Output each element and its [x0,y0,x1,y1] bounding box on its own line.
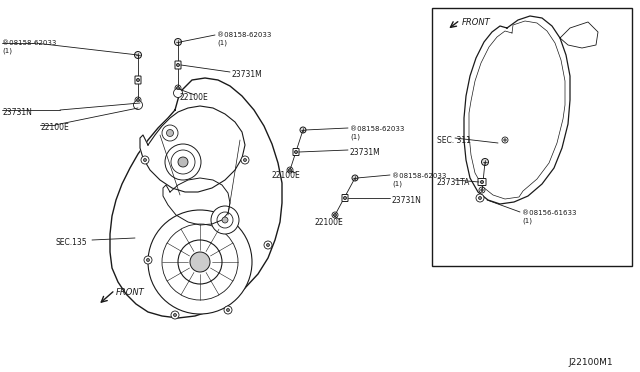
Polygon shape [110,78,282,318]
Text: ®08158-62033
(1): ®08158-62033 (1) [350,126,404,140]
Circle shape [148,210,252,314]
Polygon shape [464,16,570,204]
Text: ®08156-61633
(1): ®08156-61633 (1) [522,210,577,224]
Circle shape [502,137,508,143]
FancyBboxPatch shape [293,148,299,155]
Circle shape [266,244,269,247]
Circle shape [481,180,483,183]
Circle shape [211,206,239,234]
Circle shape [479,187,485,193]
Circle shape [171,311,179,319]
Circle shape [165,144,201,180]
Circle shape [289,169,291,171]
Text: 22100E: 22100E [180,93,209,102]
Circle shape [162,224,238,300]
Text: 23731M: 23731M [350,148,381,157]
Text: SEC.135: SEC.135 [55,238,86,247]
Circle shape [162,125,178,141]
Text: ®08158-62033
(1): ®08158-62033 (1) [217,32,271,45]
Circle shape [352,175,358,181]
Circle shape [134,51,141,58]
Circle shape [227,308,230,311]
Text: FRONT: FRONT [462,18,491,27]
Circle shape [294,151,298,154]
Text: ®08158-62033
(1): ®08158-62033 (1) [2,40,56,54]
Circle shape [175,38,182,45]
Circle shape [243,158,246,161]
FancyBboxPatch shape [135,76,141,84]
Circle shape [300,127,306,133]
Circle shape [178,240,222,284]
Text: 23731N: 23731N [2,108,32,117]
Bar [432,8,632,266]
Circle shape [224,306,232,314]
Text: SEC. 311: SEC. 311 [437,136,471,145]
Circle shape [504,139,506,141]
Polygon shape [140,106,245,192]
Circle shape [332,212,338,218]
Circle shape [479,196,481,199]
Text: J22100M1: J22100M1 [568,358,612,367]
Circle shape [136,99,140,102]
Circle shape [134,100,143,109]
Text: 22100E: 22100E [315,218,344,227]
Circle shape [178,157,188,167]
FancyBboxPatch shape [342,195,348,202]
Text: 23731M: 23731M [232,70,263,79]
FancyBboxPatch shape [478,179,486,186]
Text: 23731N: 23731N [392,196,422,205]
Circle shape [217,212,233,228]
Circle shape [144,256,152,264]
Circle shape [135,97,141,103]
Text: 23731TA: 23731TA [437,178,470,187]
Circle shape [190,252,210,272]
Circle shape [333,214,337,217]
Circle shape [136,78,140,81]
Circle shape [344,196,346,199]
Circle shape [241,156,249,164]
FancyBboxPatch shape [175,61,181,69]
Text: 22100E: 22100E [272,171,301,180]
Circle shape [173,89,182,97]
Text: 22100E: 22100E [40,123,68,132]
Circle shape [147,259,150,262]
Circle shape [481,189,483,191]
Circle shape [171,150,195,174]
Circle shape [177,87,179,90]
Circle shape [287,167,293,173]
Text: ®08158-62033
(1): ®08158-62033 (1) [392,173,446,186]
Polygon shape [163,178,230,225]
Circle shape [166,129,173,137]
Text: FRONT: FRONT [116,288,145,297]
Circle shape [141,156,149,164]
Circle shape [173,314,177,317]
Circle shape [175,85,181,91]
Circle shape [222,217,228,223]
Circle shape [177,64,179,67]
Circle shape [481,158,488,166]
Circle shape [143,158,147,161]
Circle shape [264,241,272,249]
Circle shape [476,194,484,202]
